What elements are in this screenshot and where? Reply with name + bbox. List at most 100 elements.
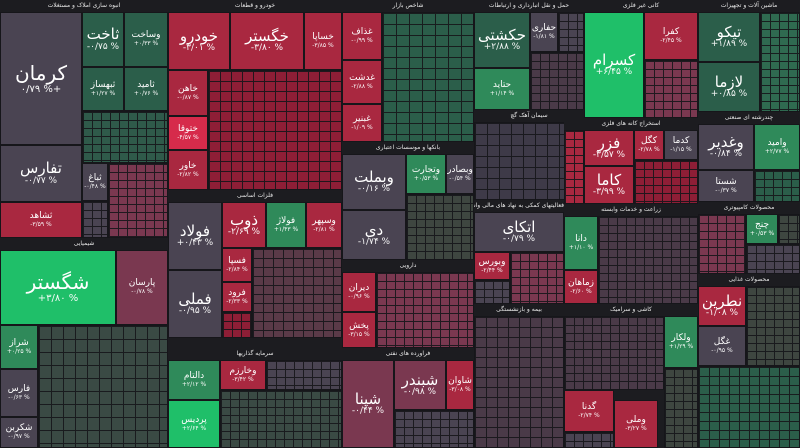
filler-block xyxy=(698,366,800,448)
tile-kchad[interactable]: کدما -۱/۱۵ % xyxy=(664,130,698,160)
tile-tiko[interactable]: تیکو +۱/۸۹ % xyxy=(698,12,760,62)
tile-tbagh[interactable]: ثباغ -۰/۴۸ % xyxy=(82,163,108,201)
tile-sharjoy[interactable]: شراز +۰/۲۵ % xyxy=(0,325,38,369)
tile-sharan[interactable]: شاوان -۳/۰۸ % xyxy=(446,360,474,410)
tile-symbol: شگستر xyxy=(26,270,90,294)
filler-block xyxy=(598,216,698,304)
tile-symbol: کفرا xyxy=(662,26,680,37)
tile-change: -۳/۸۰ % xyxy=(250,43,284,54)
tile-change: -۰/۸۴ % xyxy=(709,149,743,160)
tile-kesram[interactable]: کسرام +۶/۴۵ % xyxy=(584,12,644,118)
tile-change: +۲/۸۸ % xyxy=(483,42,521,53)
tile-change: -۰/۹۵ % xyxy=(178,306,212,317)
tile-ghanban[interactable]: غبنیر -۱/۰۹ % xyxy=(342,104,382,142)
tile-symbol: تیکو xyxy=(716,22,742,41)
tile-fars[interactable]: فارس -۰/۶۳ % xyxy=(0,369,38,417)
tile-symbol: فرود xyxy=(228,287,246,298)
tile-geydna[interactable]: گدنا -۲/۷۴ % xyxy=(564,390,614,432)
tile-vbours[interactable]: وبورس -۲/۴۴ % xyxy=(474,252,510,280)
tile-kgol[interactable]: کگل -۲/۷۸ % xyxy=(634,130,664,160)
tile-pardis[interactable]: پردیس +۲/۶۴ % xyxy=(168,400,220,448)
tile-tamid[interactable]: ثامید +۰/۷۶ % xyxy=(124,67,168,111)
tile-tshahed[interactable]: ثشاهد -۳/۵۹ % xyxy=(0,202,82,238)
sector-title: چندرشته ای صنعتی xyxy=(724,114,774,121)
tile-pakhsh[interactable]: پخش -۳/۱۵ % xyxy=(342,312,376,348)
tile-foolad-kaveh[interactable]: فسپا -۲/۸۴ % xyxy=(222,248,252,282)
tile-takht[interactable]: ثاخت -۰/۷۵ % xyxy=(82,12,124,67)
tile-symbol: وغدیر xyxy=(708,132,744,151)
tile-fouladh[interactable]: فولاد +۰/۴۳ % xyxy=(168,202,222,270)
filler-block xyxy=(220,390,342,448)
tile-hafari[interactable]: حفاری -۱/۸۱ % xyxy=(530,12,558,52)
tile-vghadir[interactable]: وغدیر -۰/۸۴ % xyxy=(698,124,754,170)
filler-block xyxy=(474,316,564,448)
tile-change: +۱/۲۷ % xyxy=(90,89,116,97)
tile-hasina[interactable]: حتاید +۱/۱۴ % xyxy=(474,68,530,110)
tile-tbahsaz[interactable]: ثبهساز +۱/۲۷ % xyxy=(82,67,124,111)
tile-dey[interactable]: دی -۱/۷۴ % xyxy=(342,210,406,260)
tile-nataran[interactable]: نطرین -۱/۰۸ % xyxy=(698,286,746,326)
tile-vkhazar[interactable]: وخارزم -۳/۴۲ % xyxy=(220,360,266,390)
tile-kerman[interactable]: کرمان ۰/۷۹ %+ xyxy=(0,12,82,145)
tile-change: -۰/۱۶ % xyxy=(357,184,391,195)
tile-change: +۲/۶۴ % xyxy=(181,424,207,432)
tile-faaman[interactable]: فولاژ +۱/۴۳ % xyxy=(266,202,306,248)
tile-symbol: فولاد xyxy=(179,221,211,240)
tile-ghazaf[interactable]: غذاف -۰/۹۹ % xyxy=(342,12,382,60)
tile-vkarafarin[interactable]: ولکار +۱/۲۹ % xyxy=(664,316,698,368)
tile-zob[interactable]: ذوب -۲/۶۹ % xyxy=(222,202,266,248)
tile-hakashti[interactable]: حکشتی +۲/۸۸ % xyxy=(474,12,530,68)
tile-shebandar[interactable]: شبندر -۰/۹۸ % xyxy=(394,360,446,410)
tile-symbol: غدشت xyxy=(349,72,375,83)
tile-vbmellat[interactable]: وبملت -۰/۱۶ % xyxy=(342,154,406,210)
tile-vamid[interactable]: وامید +۲/۷۷ % xyxy=(754,124,800,170)
sector-title: سرمایه گذاریها xyxy=(236,350,274,357)
tile-ghadsh[interactable]: غدشت -۲/۸۸ % xyxy=(342,60,382,104)
tile-shapna[interactable]: شپنا -۰/۴۴ % xyxy=(342,360,394,448)
tile-change: -۱/۷۴ % xyxy=(357,237,391,248)
tile-shasta[interactable]: شستا -۰/۳۷ % xyxy=(698,170,754,202)
tile-symbol: نطرین xyxy=(701,291,743,310)
sector-auto: خودرو و قطعات خودرو -۳/۰۱ % خگستر -۳/۸۰ … xyxy=(168,0,342,190)
tile-chin[interactable]: چنج +۰/۵۳ % xyxy=(746,214,778,244)
tile-khodro[interactable]: خودرو -۳/۰۱ % xyxy=(168,12,230,70)
sector-agriculture: زراعت و خدمات وابسته دانا +۱/۱۰ % زماهان… xyxy=(564,204,698,304)
tile-vsemd[interactable]: وسپهر -۲/۸۱ % xyxy=(306,202,342,248)
tile-kharikh[interactable]: خاهن -۰/۸۷ % xyxy=(168,70,208,116)
tile-change: +۰/۲۵ % xyxy=(6,347,32,355)
tile-shekarbon[interactable]: شکربن -۰/۹۷ % xyxy=(0,417,38,448)
tile-parsan[interactable]: پارسان -۰/۷۸ % xyxy=(116,250,168,325)
filler-block xyxy=(564,130,584,204)
tile-fameli[interactable]: فملی -۰/۹۵ % xyxy=(168,270,222,338)
sector-title: بیمه و بازنشستگی xyxy=(496,306,542,313)
tile-khsapa[interactable]: خساپا -۳/۸۵ % xyxy=(304,12,342,70)
tile-change: -۲/۷۸ % xyxy=(638,145,660,153)
tile-change: -۰/۸۷ % xyxy=(177,93,199,101)
tile-ghgol[interactable]: غگل -۰/۹۵ % xyxy=(698,326,746,366)
sector-title: خودرو و قطعات xyxy=(234,2,276,9)
tile-dabid[interactable]: دانا +۱/۱۰ % xyxy=(564,216,598,270)
tile-vmelat[interactable]: وملی -۳/۲۷ % xyxy=(614,400,658,448)
tile-khavar[interactable]: خاور -۲/۸۲ % xyxy=(168,150,208,190)
tile-lazma[interactable]: لازما +۰/۸۵ % xyxy=(698,62,760,112)
tile-fazar[interactable]: فزر -۳/۵۷ % xyxy=(584,130,634,166)
sector-insurance: بیمه و بازنشستگی xyxy=(474,304,564,448)
tile-vsakhat[interactable]: وساخت +۰/۳۳ % xyxy=(124,12,168,67)
tile-khtoka[interactable]: ختوقا -۴/۵۷ % xyxy=(168,116,208,150)
tile-symbol: ذوب xyxy=(229,210,259,229)
tile-dzahravi[interactable]: دیران -۰/۹۶ % xyxy=(342,272,376,312)
tile-vbsader[interactable]: وبصادر -۰/۵۴ % xyxy=(446,154,474,194)
sector-title: کانی غیر فلزی xyxy=(622,2,660,9)
tile-atkai[interactable]: اتکای -۰/۷۹ % xyxy=(474,212,564,252)
tile-kama[interactable]: کاما -۳/۹۹ % xyxy=(584,166,634,204)
tile-zamahan[interactable]: زماهان -۲/۶۰ % xyxy=(564,270,598,304)
tile-shegostar[interactable]: شگستر +۳/۸۰ % xyxy=(0,250,116,325)
tile-vtejarat[interactable]: وتجارت +۰/۵۳ % xyxy=(406,154,446,194)
tile-khgostar[interactable]: خگستر -۳/۸۰ % xyxy=(230,12,304,70)
tile-change: -۲/۶۰ % xyxy=(570,287,592,295)
tile-foroud[interactable]: فرود -۲/۳۳ % xyxy=(222,282,252,312)
tile-kfara[interactable]: کفرا -۲/۴۵ % xyxy=(644,12,698,60)
tile-dalmat[interactable]: دالتام +۲/۱۲ % xyxy=(168,360,220,400)
tile-tafars[interactable]: تفارس -۰/۷۷ % xyxy=(0,145,82,202)
tile-symbol: ثشاهد xyxy=(29,210,53,221)
